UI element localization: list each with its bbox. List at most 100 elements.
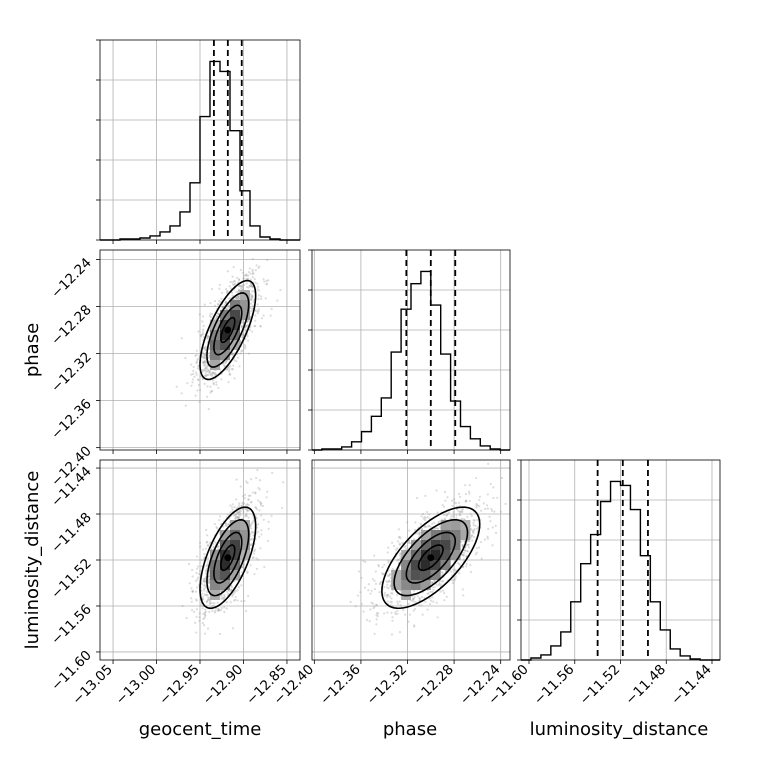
sample-point: [422, 512, 425, 516]
sample-point: [206, 593, 209, 596]
sample-point: [435, 527, 439, 530]
sample-point: [254, 281, 257, 284]
density-cell: [220, 330, 230, 340]
sample-point: [442, 580, 445, 583]
sample-point: [375, 614, 378, 617]
sample-point: [257, 310, 260, 313]
sample-point: [203, 589, 206, 592]
sample-point: [250, 501, 253, 504]
sample-point: [387, 559, 390, 562]
density-cell: [220, 540, 230, 550]
sample-point: [203, 584, 206, 587]
sample-point: [412, 598, 415, 601]
sample-point: [484, 507, 487, 510]
y-tick-label: −11.56: [48, 601, 95, 648]
sample-point: [489, 520, 492, 523]
sample-point: [193, 375, 196, 378]
sample-point: [446, 496, 449, 499]
sample-point: [216, 303, 220, 306]
sample-point: [225, 601, 229, 604]
sample-point: [246, 502, 249, 506]
sample-point: [234, 517, 237, 520]
density-cell: [210, 360, 220, 370]
sample-point: [258, 488, 261, 491]
sample-point: [252, 556, 255, 559]
sample-point: [491, 526, 494, 529]
sample-point: [475, 506, 478, 509]
sample-point: [204, 346, 207, 349]
sample-point: [458, 572, 461, 575]
sample-point: [480, 557, 483, 560]
density-cell: [240, 300, 250, 310]
sample-point: [212, 383, 215, 386]
sample-point: [202, 324, 205, 328]
sample-point: [247, 286, 250, 289]
sample-point: [204, 593, 207, 596]
sample-point: [396, 609, 399, 612]
sample-point: [225, 607, 228, 610]
sample-point: [445, 595, 448, 598]
sample-point: [217, 609, 220, 612]
sample-point: [462, 553, 465, 557]
sample-point: [241, 495, 245, 498]
sample-point: [196, 578, 199, 581]
sample-point: [406, 521, 409, 524]
sample-point: [442, 591, 446, 595]
sample-point: [224, 301, 227, 304]
sample-point: [441, 503, 444, 507]
sample-point: [257, 289, 260, 292]
sample-point: [398, 543, 401, 546]
sample-point: [220, 594, 223, 597]
sample-point: [201, 361, 204, 364]
sample-point: [223, 596, 226, 599]
sample-point: [195, 349, 198, 352]
sample-point: [404, 613, 407, 616]
sample-point: [376, 611, 379, 615]
sample-point: [236, 356, 240, 359]
sample-point: [257, 486, 260, 490]
sample-point: [461, 518, 464, 521]
density-cell: [210, 570, 220, 580]
sample-point: [210, 390, 213, 393]
sample-point: [237, 297, 240, 300]
x-tick-label: −11.44: [668, 662, 715, 709]
x-tick-label: −12.90: [200, 662, 247, 709]
sample-point: [472, 531, 475, 535]
sample-point: [250, 297, 254, 300]
density-cell: [420, 580, 431, 590]
sample-point: [240, 504, 243, 507]
sample-point: [472, 529, 475, 532]
sample-point: [216, 601, 219, 604]
density-cell: [240, 530, 250, 540]
sample-point: [471, 529, 474, 532]
sample-point: [386, 574, 389, 577]
sample-point: [204, 572, 208, 575]
x-tick-label: −12.28: [410, 662, 457, 709]
sample-point: [235, 297, 239, 300]
sample-point: [244, 274, 247, 277]
sample-point: [431, 586, 434, 589]
sample-point: [257, 530, 260, 533]
hist-panel-phase: [308, 249, 511, 454]
sample-point: [229, 280, 232, 284]
sample-point: [254, 319, 257, 322]
sample-point: [203, 382, 206, 385]
sample-point: [442, 513, 446, 516]
sample-point: [243, 493, 247, 496]
sample-point: [360, 576, 363, 579]
sample-point: [257, 522, 260, 526]
sample-point: [349, 600, 352, 604]
sample-point: [422, 517, 425, 520]
sample-point: [258, 479, 262, 482]
sample-point: [440, 570, 444, 574]
sample-point: [282, 481, 285, 484]
sample-point: [258, 500, 262, 504]
sample-point: [233, 279, 236, 283]
sample-point: [201, 621, 204, 625]
sample-point: [426, 608, 429, 611]
sample-point: [251, 295, 254, 298]
sample-point: [206, 335, 209, 338]
sample-point: [240, 599, 243, 603]
sample-point: [412, 597, 416, 600]
sample-point: [195, 373, 198, 376]
